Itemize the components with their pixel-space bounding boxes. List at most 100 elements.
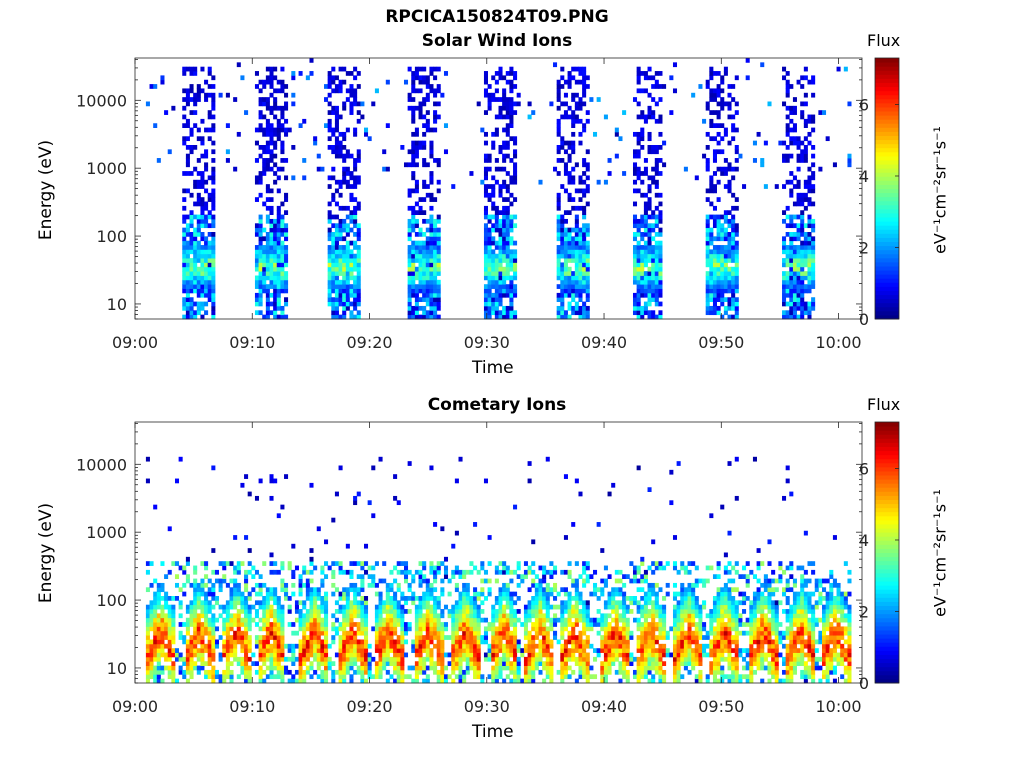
- flux-cell: [393, 596, 398, 601]
- flux-cell: [487, 236, 492, 242]
- flux-cell: [414, 648, 419, 653]
- flux-cell: [491, 240, 496, 246]
- flux-cell: [509, 292, 514, 298]
- flux-cell: [556, 253, 561, 259]
- flux-cell: [792, 123, 797, 128]
- flux-cell: [374, 643, 379, 649]
- flux-cell: [527, 478, 532, 484]
- flux-cell: [378, 643, 383, 649]
- flux-cell: [429, 609, 434, 614]
- flux-cell: [196, 275, 201, 281]
- flux-cell: [422, 179, 427, 185]
- flux-cell: [727, 188, 732, 194]
- flux-cell: [265, 140, 270, 146]
- flux-cell: [149, 84, 154, 89]
- flux-cell: [447, 613, 452, 619]
- flux-cell: [436, 236, 441, 242]
- flux-cell: [727, 240, 732, 246]
- flux-cell: [574, 301, 579, 307]
- flux-cell: [153, 656, 158, 662]
- flux-cell: [422, 661, 427, 666]
- flux-cell: [411, 84, 416, 89]
- flux-cell: [513, 600, 518, 606]
- flux-cell: [422, 258, 427, 263]
- flux-cell: [211, 591, 216, 597]
- flux-cell: [371, 574, 376, 579]
- flux-cell: [280, 223, 285, 229]
- flux-cell: [236, 131, 241, 137]
- flux-cell: [244, 622, 249, 627]
- flux-cell: [200, 600, 205, 606]
- colorbar-segment: [875, 265, 899, 271]
- flux-cell: [509, 266, 514, 272]
- flux-cell: [414, 271, 419, 276]
- flux-cell: [182, 197, 187, 202]
- flux-cell: [207, 279, 212, 285]
- flux-cell: [342, 145, 347, 150]
- flux-cell: [556, 131, 561, 137]
- flux-cell: [465, 665, 470, 671]
- flux-cell: [476, 609, 481, 614]
- flux-cell: [712, 184, 717, 189]
- flux-cell: [207, 258, 212, 263]
- flux-cell: [487, 297, 492, 302]
- colorbar-segment: [875, 151, 899, 157]
- flux-cell: [174, 656, 180, 662]
- flux-cell: [422, 75, 427, 81]
- flux-cell: [338, 258, 343, 263]
- flux-cell: [458, 604, 463, 610]
- flux-cell: [382, 609, 387, 614]
- flux-cell: [265, 639, 270, 645]
- flux-cell: [709, 258, 714, 263]
- flux-cell: [411, 591, 416, 597]
- flux-cell: [284, 92, 289, 98]
- flux-cell: [433, 613, 438, 619]
- flux-cell: [258, 639, 263, 645]
- flux-cell: [302, 661, 307, 666]
- flux-cell: [353, 500, 358, 506]
- flux-cell: [469, 643, 474, 649]
- flux-cell: [720, 284, 725, 289]
- flux-cell: [204, 218, 209, 224]
- flux-cell: [160, 561, 165, 566]
- flux-cell: [705, 79, 710, 85]
- flux-cell: [632, 275, 638, 281]
- flux-cell: [211, 652, 216, 658]
- flux-cell: [731, 240, 736, 246]
- flux-cell: [244, 665, 249, 671]
- flux-cell: [731, 245, 736, 250]
- flux-cell: [211, 192, 216, 198]
- flux-cell: [269, 474, 274, 479]
- flux-cell: [709, 92, 714, 98]
- flux-cell: [433, 240, 438, 246]
- flux-cell: [298, 648, 303, 653]
- flux-cell: [491, 188, 496, 194]
- flux-cell: [632, 214, 638, 220]
- flux-cell: [800, 292, 805, 298]
- flux-cell: [563, 162, 568, 168]
- flux-cell: [436, 88, 441, 94]
- flux-cell: [800, 158, 805, 163]
- flux-cell: [422, 635, 427, 640]
- flux-cell: [403, 674, 409, 680]
- flux-cell: [265, 314, 270, 320]
- flux-cell: [236, 661, 241, 666]
- flux-cell: [276, 258, 281, 263]
- flux-cell: [269, 258, 274, 263]
- flux-cell: [574, 275, 579, 281]
- flux-cell: [364, 626, 369, 632]
- flux-cell: [244, 587, 249, 593]
- flux-cell: [433, 266, 438, 272]
- flux-cell: [803, 275, 808, 281]
- flux-cell: [356, 110, 361, 115]
- flux-cell: [792, 292, 797, 298]
- flux-cell: [731, 214, 736, 220]
- flux-cell: [705, 245, 710, 250]
- flux-cell: [229, 626, 234, 632]
- flux-cell: [473, 522, 478, 527]
- flux-cell: [262, 596, 267, 601]
- flux-cell: [193, 648, 198, 653]
- flux-cell: [211, 123, 216, 128]
- flux-cell: [574, 262, 579, 268]
- flux-cell: [811, 153, 816, 159]
